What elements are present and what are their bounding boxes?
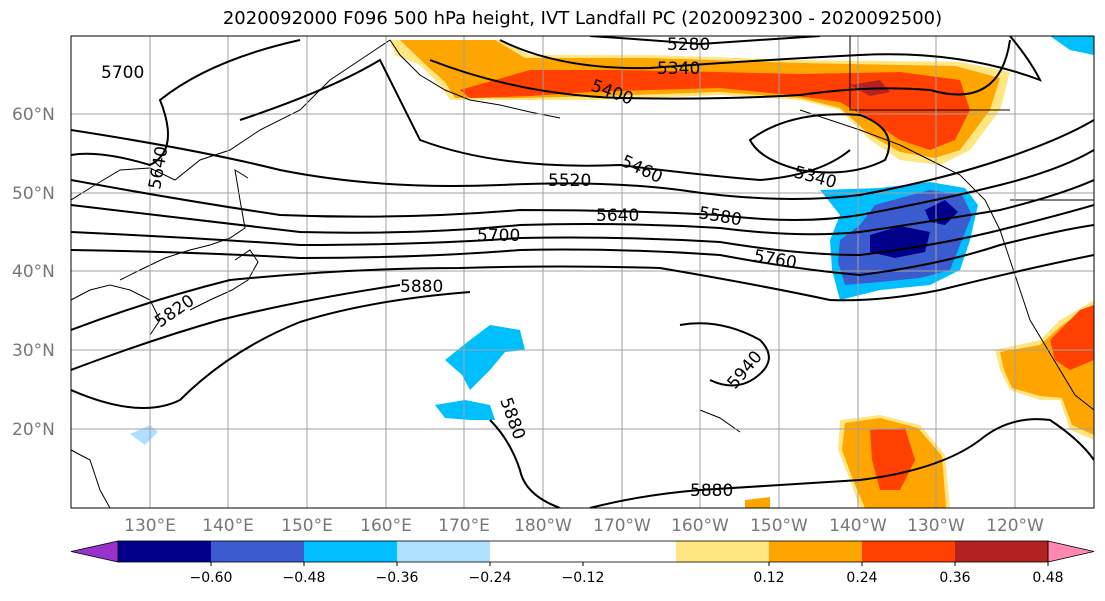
colorbar-ticks: −0.60 −0.48 −0.36 −0.24 −0.12 0.12 0.24 0.36 0.4… [190, 562, 1064, 586]
lon-label: 160°W [671, 516, 729, 536]
colorbar-tick-label: 0.48 [1032, 570, 1063, 586]
lon-label: 120°W [986, 516, 1044, 536]
colorbar-segment [583, 541, 677, 562]
lat-label: 20°N [12, 420, 55, 440]
lon-label: 180°W [514, 516, 572, 536]
contour-label: 5700 [477, 226, 520, 246]
colorbar-tick-label: −0.48 [283, 570, 326, 586]
colorbar-extend-low [70, 540, 119, 563]
lon-label: 170°E [438, 516, 490, 536]
colorbar-segment [490, 541, 584, 562]
contour-label: 5520 [548, 171, 591, 191]
lat-label: 60°N [12, 105, 55, 125]
contour-label: 5880 [400, 277, 443, 297]
map-title: 2020092000 F096 500 hPa height, IVT Land… [222, 8, 943, 29]
colorbar-segment [304, 541, 398, 562]
colorbar-tick-label: 0.36 [939, 570, 970, 586]
lat-label: 50°N [12, 184, 55, 204]
colorbar-segment [397, 541, 491, 562]
lon-label: 150°E [281, 516, 333, 536]
contour-label: 5880 [690, 481, 733, 501]
colorbar-segment [862, 541, 956, 562]
colorbar-tick-label: −0.36 [376, 570, 419, 586]
colorbar-tick-label: 0.24 [846, 570, 877, 586]
height-contours [71, 36, 1094, 508]
lon-label: 140°E [202, 516, 254, 536]
colorbar-segment [118, 541, 212, 562]
gridlines [71, 36, 1094, 508]
colorbar-extend-high [1047, 540, 1095, 563]
colorbar-tick-label: −0.60 [190, 570, 233, 586]
plot-frame [70, 35, 1095, 509]
colorbar-tick-label: 0.12 [753, 570, 784, 586]
contour-label: 5700 [101, 63, 144, 83]
lon-label: 140°W [829, 516, 887, 536]
lon-label: 170°W [593, 516, 651, 536]
lon-label: 130°E [124, 516, 176, 536]
contour-label: 5280 [667, 35, 710, 55]
latitude-labels: 60°N 50°N 40°N 30°N 20°N [12, 105, 55, 440]
lon-label: 130°W [907, 516, 965, 536]
lat-label: 30°N [12, 341, 55, 361]
colorbar-tick-label: −0.24 [469, 570, 512, 586]
colorbar-segment [211, 541, 305, 562]
colorbar-segment [676, 541, 770, 562]
lat-label: 40°N [12, 262, 55, 282]
colorbar-tick-label: −0.12 [562, 570, 605, 586]
lon-label: 160°E [360, 516, 412, 536]
colorbar-segment [955, 541, 1049, 562]
colorbar [70, 540, 1095, 563]
contour-label: 5640 [596, 206, 639, 226]
longitude-labels: 130°E 140°E 150°E 160°E 170°E 180°W 170°… [124, 516, 1044, 536]
contour-label: 5340 [657, 59, 700, 79]
lon-label: 150°W [750, 516, 808, 536]
colorbar-segment [769, 541, 863, 562]
